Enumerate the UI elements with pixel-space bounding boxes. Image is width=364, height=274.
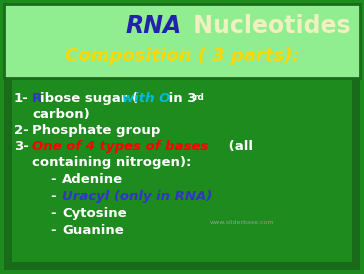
Text: Composition ( 3 parts):: Composition ( 3 parts): (65, 47, 299, 65)
Text: 3-: 3- (14, 140, 29, 153)
Text: -: - (50, 173, 56, 186)
Text: -: - (50, 190, 56, 203)
Text: Phosphate group: Phosphate group (32, 124, 161, 137)
Text: -: - (50, 207, 56, 220)
Text: Nucleotides: Nucleotides (185, 14, 351, 38)
FancyBboxPatch shape (4, 4, 360, 78)
Text: Cytosine: Cytosine (62, 207, 127, 220)
Text: in 3: in 3 (164, 92, 197, 105)
Text: Guanine: Guanine (62, 224, 124, 237)
Text: with O: with O (122, 92, 170, 105)
Text: R: R (32, 92, 42, 105)
Text: (all: (all (224, 140, 253, 153)
Text: One of 4 types of bases: One of 4 types of bases (32, 140, 208, 153)
Text: ibose sugar (: ibose sugar ( (40, 92, 138, 105)
FancyBboxPatch shape (4, 262, 360, 270)
Text: Uracyl (only in RNA): Uracyl (only in RNA) (62, 190, 212, 203)
Text: -: - (50, 224, 56, 237)
Text: 2-: 2- (14, 124, 29, 137)
Text: carbon): carbon) (32, 108, 90, 121)
Text: 1-: 1- (14, 92, 29, 105)
FancyBboxPatch shape (4, 78, 12, 270)
Text: containing nitrogen):: containing nitrogen): (32, 156, 191, 169)
Text: rd: rd (193, 93, 204, 102)
Text: Adenine: Adenine (62, 173, 123, 186)
Text: www.sliderbase.com: www.sliderbase.com (210, 220, 274, 225)
FancyBboxPatch shape (352, 78, 360, 270)
Text: RNA: RNA (126, 14, 182, 38)
